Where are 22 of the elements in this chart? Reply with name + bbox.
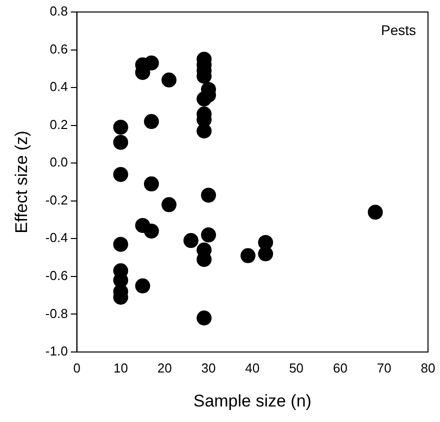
x-tick-label: 30 <box>201 360 216 376</box>
x-tick-label: 60 <box>332 360 348 376</box>
x-tick-label: 80 <box>420 360 436 376</box>
y-tick-label: -0.2 <box>45 192 68 208</box>
y-tick-label: -0.8 <box>45 306 68 321</box>
x-tick-label: 40 <box>245 360 260 376</box>
y-tick-label: 0.8 <box>50 4 68 19</box>
y-tick-label: 0.6 <box>50 41 68 56</box>
x-tick-label: 70 <box>376 360 392 376</box>
y-axis-title: Effect size (z) <box>12 130 31 234</box>
y-tick-label: -0.6 <box>45 268 68 284</box>
y-tick-label: -1.0 <box>45 344 68 359</box>
y-tick-label: -0.4 <box>45 230 68 246</box>
x-tick-label: 20 <box>157 360 172 376</box>
y-tick-label: 0.2 <box>50 116 68 132</box>
x-tick-label: 10 <box>113 360 128 376</box>
x-tick-label: 0 <box>73 360 80 376</box>
annotation: Pests <box>380 22 416 38</box>
x-tick-label: 50 <box>289 360 304 376</box>
x-axis-title: Sample size (n) <box>193 391 312 410</box>
y-tick-label: 0.4 <box>50 79 68 94</box>
y-tick-label: 0.0 <box>50 154 68 170</box>
